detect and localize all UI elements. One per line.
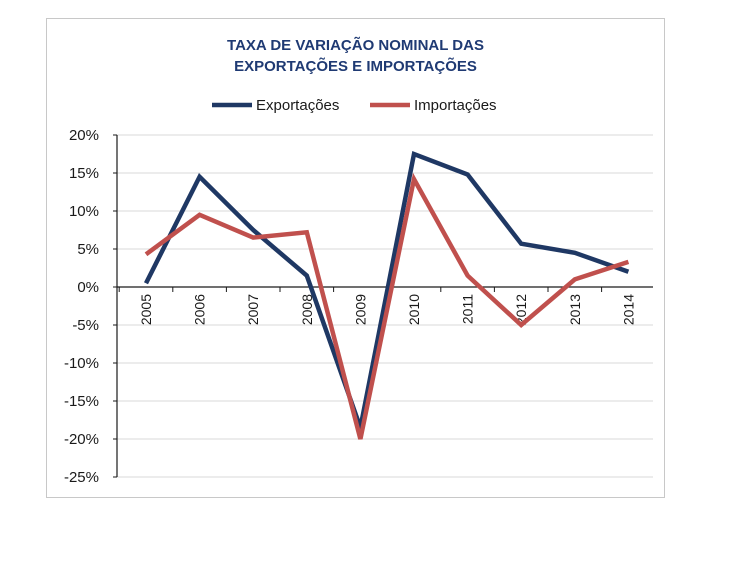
series-line-exportacoes — [143, 150, 630, 437]
chart-title-line-2: EXPORTAÇÕES E IMPORTAÇÕES — [234, 58, 477, 75]
y-tick-label: 10% — [69, 203, 99, 220]
y-tick-label: 5% — [77, 241, 99, 258]
y-tick-label: -5% — [72, 317, 99, 334]
legend-label: Importações — [414, 97, 497, 114]
x-tick-label: 2013 — [567, 294, 583, 325]
x-tick-label: 2007 — [245, 294, 261, 325]
series-line-importacoes — [144, 172, 630, 440]
x-tick-label: 2011 — [460, 294, 476, 324]
x-tick-label: 2005 — [138, 294, 154, 325]
x-tick-label: 2009 — [352, 294, 368, 325]
x-tick-label: 2008 — [299, 294, 315, 325]
y-tick-label: -15% — [64, 393, 99, 410]
x-tick-label: 2010 — [406, 294, 422, 325]
legend-label: Exportações — [256, 97, 339, 114]
x-tick-label: 2014 — [620, 294, 636, 325]
y-tick-label: 20% — [69, 127, 99, 144]
y-tick-label: 15% — [69, 165, 99, 182]
x-tick-label: 2012 — [513, 294, 529, 325]
y-tick-label: -10% — [64, 355, 99, 372]
chart-title-line-1: TAXA DE VARIAÇÃO NOMINAL DAS — [227, 37, 484, 54]
x-tick-label: 2006 — [192, 294, 208, 325]
chart-title: TAXA DE VARIAÇÃO NOMINAL DAS EXPORTAÇÕES… — [47, 35, 664, 77]
y-tick-label: -20% — [64, 431, 99, 448]
y-tick-label: 0% — [77, 279, 99, 296]
y-tick-label: -25% — [64, 469, 99, 486]
